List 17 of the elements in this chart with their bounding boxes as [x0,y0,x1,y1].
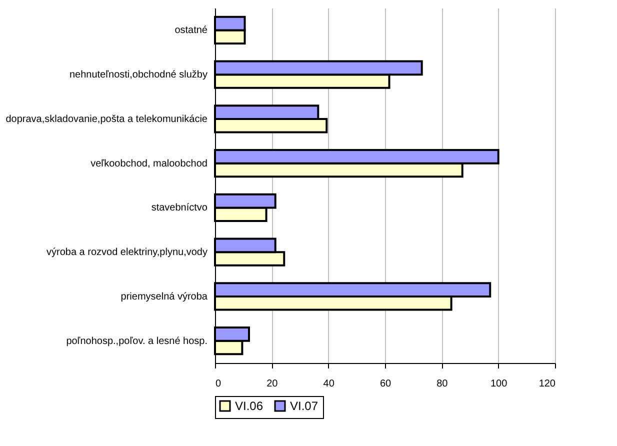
y-tick-label: poľnohosp.,poľov. a lesné hosp. [66,336,208,347]
y-tick-label: doprava,skladovanie,pošta a telekomunikácie [6,114,208,125]
y-tick-label: stavebníctvo [151,202,208,214]
y-tick-label: ostatné [174,25,208,36]
x-tick-label: 100 [490,378,508,390]
y-tick-label: priemyselná výroba [120,291,208,302]
x-tick-label: 20 [266,378,278,390]
x-tick-label: 60 [380,378,392,390]
x-tick-label: 40 [323,378,335,390]
y-tick-label: výroba a rozvod elektriny,plynu,vody [46,247,208,258]
y-tick-label: veľkoobchod, maloobchod [90,158,208,170]
x-tick-label: 0 [216,378,222,390]
x-tick-label: 120 [538,378,556,390]
legend-label: VI.07 [290,399,318,413]
x-tick-label: 80 [436,378,448,390]
legend-label: VI.06 [235,399,264,413]
y-tick-label: nehnuteľnosti,obchodné služby [69,70,208,81]
